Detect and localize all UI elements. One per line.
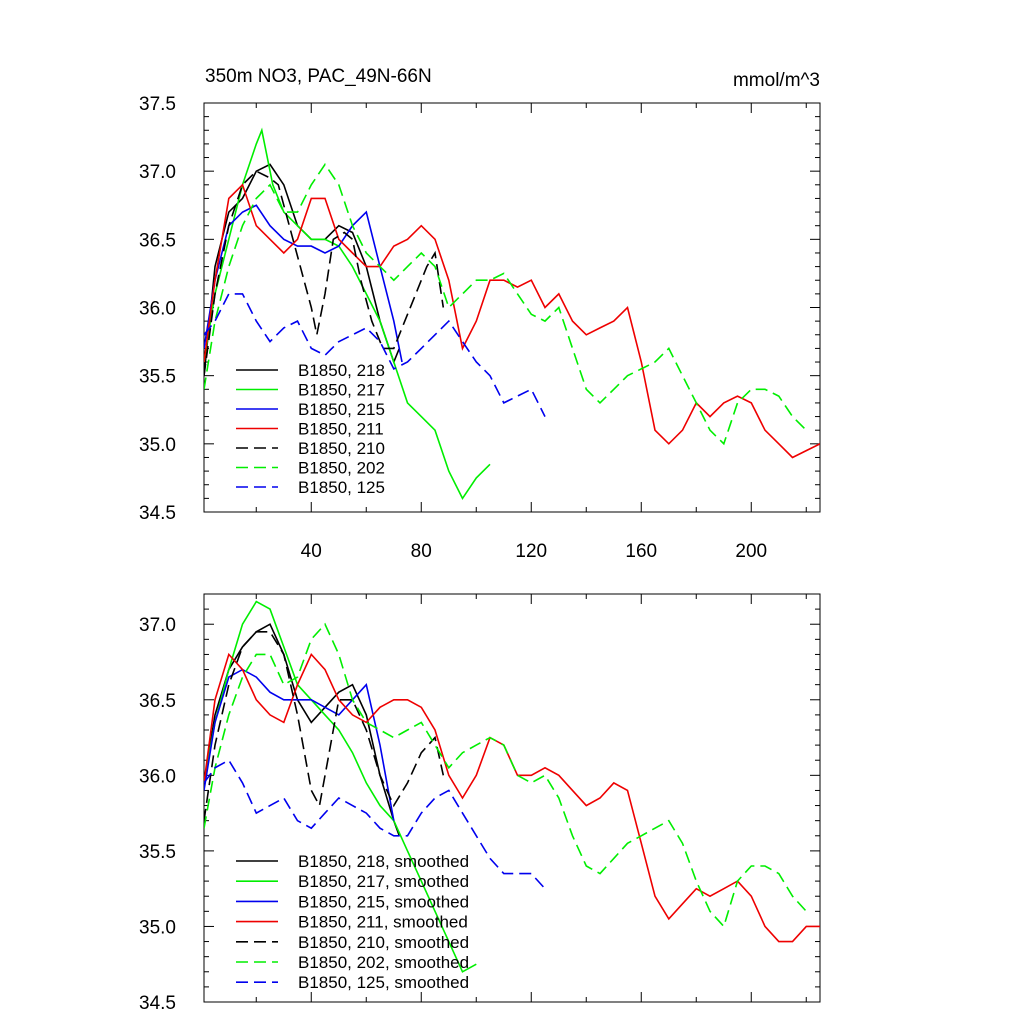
y-tick-label: 34.5 xyxy=(139,993,176,1014)
y-tick-label: 34.5 xyxy=(139,503,176,524)
top-panel: 34.5 35.0 35.5 36.0 36.5 37.0 37.5 40 80 120 160 20… xyxy=(139,94,821,562)
series-line-4 xyxy=(204,170,445,376)
x-tick-label: 80 xyxy=(411,541,432,562)
y-tick-label: 36.0 xyxy=(139,766,176,787)
series-line-2 xyxy=(204,668,395,821)
x-tick-label: 200 xyxy=(735,541,767,562)
series-line-5 xyxy=(204,162,807,446)
series-line-6 xyxy=(204,759,546,890)
y-tick-label: 36.0 xyxy=(139,299,176,320)
legend-label: B1850, 217, smoothed xyxy=(298,872,469,891)
legend-label: B1850, 217 xyxy=(298,381,385,400)
y-tick-label: 35.5 xyxy=(139,842,176,863)
legend-label: B1850, 210 xyxy=(298,439,385,458)
legend-label: B1850, 125 xyxy=(298,478,385,497)
plot-frame xyxy=(203,102,821,513)
y-tick-label: 35.5 xyxy=(139,367,176,388)
series-line-1 xyxy=(204,600,477,973)
y-tick-label: 37.5 xyxy=(139,94,176,115)
y-tick-label: 36.5 xyxy=(139,230,176,251)
y-tick-label: 35.0 xyxy=(139,917,176,938)
legend-label: B1850, 215 xyxy=(298,400,385,419)
legend-label: B1850, 211, smoothed xyxy=(298,913,468,932)
plot-frame xyxy=(203,593,821,1003)
y-tick-label: 35.0 xyxy=(139,435,176,456)
legend-label: B1850, 211 xyxy=(298,420,384,439)
legend-label: B1850, 202 xyxy=(298,459,385,478)
series-line-0 xyxy=(204,623,401,837)
series-line-2 xyxy=(204,204,403,363)
legend-label: B1850, 125, smoothed xyxy=(298,973,469,992)
bottom-panel: 34.5 35.0 35.5 36.0 36.5 37.0 B1850, 218, smoo… xyxy=(139,593,821,1014)
legend-label: B1850, 202, smoothed xyxy=(298,953,469,972)
legend-label: B1850, 218 xyxy=(298,361,385,380)
x-tick-label: 160 xyxy=(625,541,657,562)
series-line-5 xyxy=(204,622,807,928)
units-label: mmol/m^3 xyxy=(733,70,820,91)
legend-label: B1850, 210, smoothed xyxy=(298,933,469,952)
y-tick-label: 37.0 xyxy=(139,162,176,183)
series-line-6 xyxy=(204,293,546,417)
series-line-4 xyxy=(204,630,445,821)
y-tick-label: 37.0 xyxy=(139,615,176,636)
legend-label: B1850, 218, smoothed xyxy=(298,852,469,871)
y-tick-label: 36.5 xyxy=(139,691,176,712)
legend-label: B1850, 215, smoothed xyxy=(298,892,469,911)
x-tick-label: 40 xyxy=(301,541,322,562)
chart-title: 350m NO3, PAC_49N-66N xyxy=(205,66,432,87)
x-tick-label: 120 xyxy=(515,541,547,562)
